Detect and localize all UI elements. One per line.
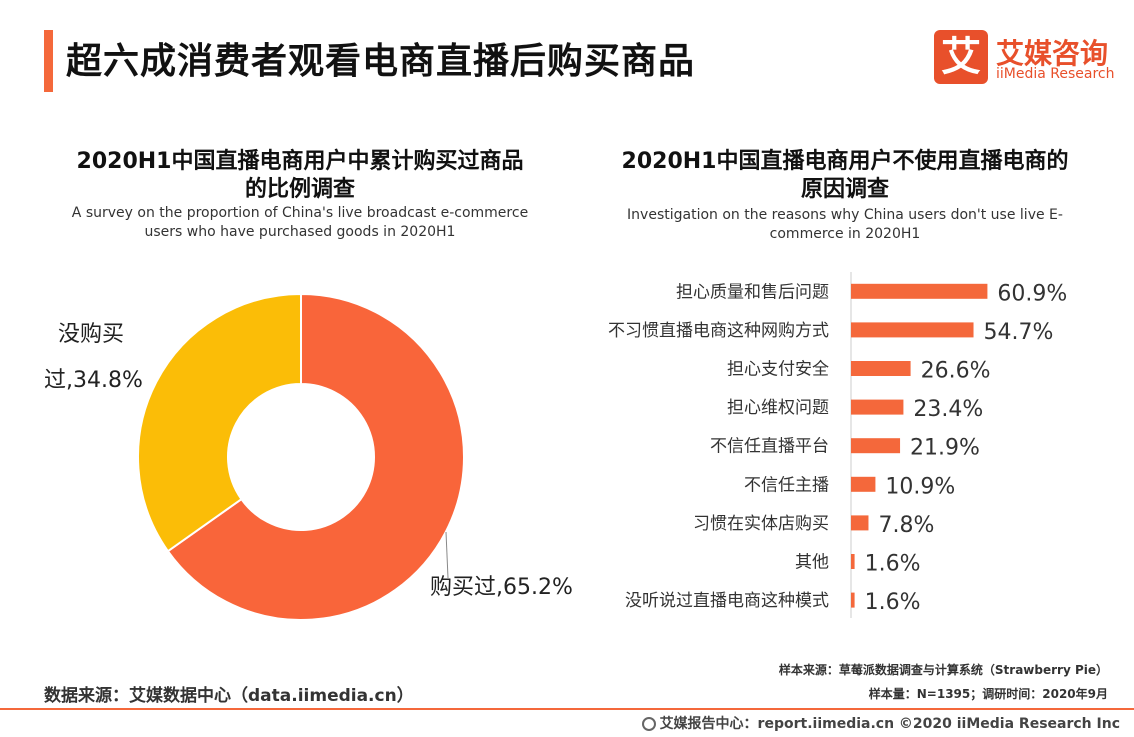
bar-3 [851, 361, 911, 376]
bar-7 [851, 515, 869, 531]
globe-icon [641, 717, 656, 731]
bar-category-label: 不信任主播 [744, 475, 829, 495]
bar-value-label: 1.6% [865, 552, 921, 577]
donut-label-not-purchased-line-1: 没购买 [58, 322, 124, 347]
bar-category-label: 其他 [795, 553, 829, 573]
logo-cn-text: 艾媒咨询 [996, 37, 1109, 70]
bar-subtitle-line-2: commerce in 2020H1 [769, 226, 921, 242]
copyright-text: 艾媒报告中心：report.iimedia.cn ©2020 iiMedia R… [659, 716, 1120, 732]
footer-divider [0, 708, 1134, 710]
bar-category-label: 没听说过直播电商这种模式 [625, 591, 829, 611]
donut-leader-line [445, 531, 449, 579]
bar-value-label: 54.7% [984, 320, 1054, 345]
donut-slice-not-purchased [137, 292, 302, 553]
bar-chart-subtitle: Investigation on the reasons why China u… [580, 206, 1110, 244]
donut-chart-title: 2020H1中国直播电商用户中累计购买过商品 的比例调查 [40, 148, 560, 204]
bar-value-label: 21.9% [910, 436, 980, 461]
bar-value-label: 23.4% [913, 397, 983, 422]
donut-label-not-purchased-line-2: 过,34.8% [44, 368, 143, 393]
donut-chart-subtitle: A survey on the proportion of China's li… [40, 204, 560, 242]
bar-category-label: 担心支付安全 [727, 360, 829, 380]
bar-category-label: 不信任直播平台 [710, 437, 829, 457]
sample-size: 样本量：N=1395；调研时间：2020年9月 [868, 687, 1108, 701]
donut-title-line-1: 2020H1中国直播电商用户中累计购买过商品 [76, 149, 524, 174]
logo-en-text: iiMedia Research [996, 66, 1115, 82]
iimedia-logo: 艾 艾媒咨询 iiMedia Research [934, 30, 1115, 88]
bar-subtitle-line-1: Investigation on the reasons why China u… [627, 207, 1063, 223]
bar-2 [851, 322, 974, 338]
bar-category-label: 担心质量和售后问题 [676, 282, 829, 302]
bar-title-line-1: 2020H1中国直播电商用户不使用直播电商的 [621, 149, 1069, 174]
data-source: 数据来源：艾媒数据中心（data.iimedia.cn） [44, 686, 414, 706]
bar-value-label: 26.6% [921, 359, 991, 384]
bar-value-label: 1.6% [865, 590, 921, 615]
bar-chart-title: 2020H1中国直播电商用户不使用直播电商的 原因调查 [580, 148, 1110, 204]
bar-8 [851, 554, 855, 569]
donut-label-purchased: 购买过,65.2% [430, 575, 573, 600]
donut-title-line-2: 的比例调查 [244, 177, 355, 202]
bar-5 [851, 438, 901, 454]
title-accent-bar [44, 30, 53, 92]
donut-subtitle-line-1: A survey on the proportion of China's li… [71, 205, 529, 221]
donut-slice-purchased [166, 292, 465, 621]
bar-1 [851, 283, 988, 299]
bar-value-label: 60.9% [997, 281, 1067, 306]
page-title: 超六成消费者观看电商直播后购买商品 [66, 41, 696, 82]
copyright: 艾媒报告中心：report.iimedia.cn ©2020 iiMedia R… [641, 713, 1120, 733]
bar-value-label: 7.8% [878, 513, 934, 538]
bar-title-line-2: 原因调查 [800, 177, 889, 202]
bar-6 [851, 476, 876, 492]
donut-subtitle-line-2: users who have purchased goods in 2020H1 [144, 224, 456, 240]
bar-category-label: 担心维权问题 [727, 398, 829, 418]
bar-category-label: 不习惯直播电商这种网购方式 [608, 321, 829, 341]
bar-value-label: 10.9% [885, 474, 955, 499]
bar-4 [851, 399, 904, 415]
logo-mark: 艾 [934, 30, 988, 84]
sample-source: 样本来源：草莓派数据调查与计算系统（Strawberry Pie） [778, 663, 1108, 677]
bar-category-label: 习惯在实体店购买 [693, 514, 829, 534]
bar-9 [851, 592, 855, 608]
